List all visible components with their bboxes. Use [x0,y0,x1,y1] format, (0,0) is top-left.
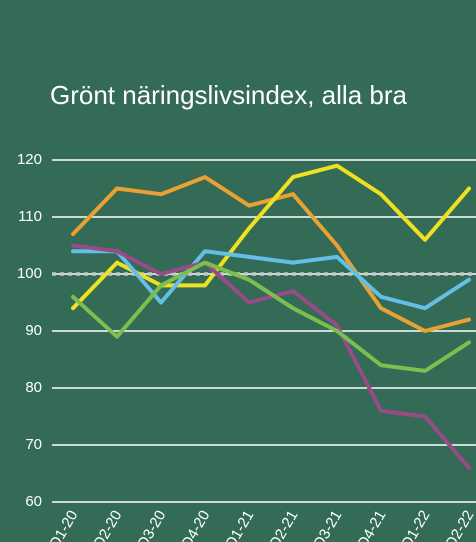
x-tick-label: Q2-22 [442,508,476,542]
x-tick-label: Q2-20 [90,508,126,542]
x-tick-label: Q3-20 [134,508,170,542]
y-tick-label: 80 [25,379,42,396]
y-tick-label: 60 [25,493,42,510]
x-tick-label: Q2-21 [266,508,302,542]
x-tick-label: Q4-20 [178,508,214,542]
y-tick-label: 90 [25,322,42,339]
y-tick-label: 110 [18,208,42,225]
x-tick-label: Q1-21 [222,508,258,542]
series-line [71,249,471,311]
chart-title: Grönt näringslivsindex, alla bra [50,80,407,110]
x-tick-label: Q3-21 [310,508,346,542]
series-line [71,163,471,311]
x-tick-label: Q1-22 [398,508,434,542]
y-tick-label: 120 [17,151,42,168]
x-tick-label: Q4-21 [354,508,390,542]
x-tick-label: Q1-20 [46,508,82,542]
series-line [71,260,471,373]
y-tick-label: 100 [17,265,42,282]
y-tick-label: 70 [25,436,42,453]
series-line [71,243,471,470]
